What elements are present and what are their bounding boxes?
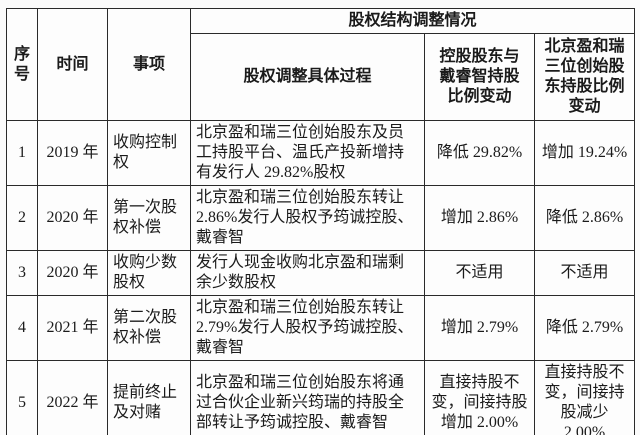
cell-process: 北京盈和瑞三位创始股东将通过合伙企业新兴筠瑞的持股全部转让予筠诚控股、戴睿智: [190, 360, 425, 435]
cell-founders-change: 降低 2.86%: [534, 185, 635, 251]
header-process: 股权调整具体过程: [190, 33, 425, 121]
table-row: 3 2020 年 收购少数股权 发行人现金收购北京盈和瑞剩余少数股权 不适用 不…: [6, 250, 635, 296]
cell-process: 北京盈和瑞三位创始股东转让 2.79%发行人股权予筠诚控股、戴睿智: [190, 295, 425, 361]
cell-time: 2020 年: [37, 185, 108, 251]
header-seq: 序号: [6, 8, 38, 121]
cell-no: 2: [6, 185, 38, 251]
header-row-sub: 股权调整具体过程 控股股东与戴睿智持股比例变动 北京盈和瑞三位创始股东持股比例变…: [7, 33, 635, 121]
cell-item: 收购少数股权: [107, 250, 191, 296]
header-item: 事项: [107, 8, 191, 121]
equity-adjustment-table: 序号 时间 事项 股权结构调整情况 股权调整具体过程 控股股东与戴睿智持股比例变…: [6, 8, 635, 435]
cell-process: 发行人现金收购北京盈和瑞剩余少数股权: [190, 250, 425, 296]
header-group-title: 股权结构调整情况: [190, 8, 635, 34]
header-controller-change: 控股股东与戴睿智持股比例变动: [424, 33, 535, 121]
cell-no: 3: [6, 250, 38, 296]
cell-founders-change: 降低 2.79%: [534, 295, 635, 361]
header-row-top: 序号 时间 事项 股权结构调整情况: [6, 8, 635, 121]
cell-time: 2019 年: [37, 120, 108, 186]
cell-founders-change: 不适用: [534, 250, 635, 296]
header-time: 时间: [37, 8, 108, 121]
cell-no: 1: [6, 120, 38, 186]
cell-controller-change: 不适用: [424, 250, 535, 296]
cell-no: 4: [6, 295, 38, 361]
cell-controller-change: 降低 29.82%: [424, 120, 535, 186]
cell-founders-change: 直接持股不变，间接持股减少 2.00%: [534, 360, 635, 435]
cell-process: 北京盈和瑞三位创始股东及员工持股平台、温氏产投新增持有发行人 29.82%股权: [190, 120, 425, 186]
cell-item: 第二次股权补偿: [107, 295, 191, 361]
table-row: 1 2019 年 收购控制权 北京盈和瑞三位创始股东及员工持股平台、温氏产投新增…: [6, 120, 635, 186]
cell-founders-change: 增加 19.24%: [534, 120, 635, 186]
cell-controller-change: 增加 2.86%: [424, 185, 535, 251]
cell-item: 第一次股权补偿: [107, 185, 191, 251]
table-row: 5 2022 年 提前终止及对赌 北京盈和瑞三位创始股东将通过合伙企业新兴筠瑞的…: [6, 360, 635, 435]
table-row: 2 2020 年 第一次股权补偿 北京盈和瑞三位创始股东转让 2.86%发行人股…: [6, 185, 635, 251]
cell-time: 2020 年: [37, 250, 108, 296]
cell-controller-change: 增加 2.79%: [424, 295, 535, 361]
cell-time: 2022 年: [37, 360, 108, 435]
cell-no: 5: [6, 360, 38, 435]
cell-controller-change: 直接持股不变，间接持股增加 2.00%: [424, 360, 535, 435]
cell-item: 提前终止及对赌: [107, 360, 191, 435]
cell-process: 北京盈和瑞三位创始股东转让 2.86%发行人股权予筠诚控股、戴睿智: [190, 185, 425, 251]
header-founders-change: 北京盈和瑞三位创始股东持股比例变动: [534, 33, 635, 121]
cell-time: 2021 年: [37, 295, 108, 361]
table-row: 4 2021 年 第二次股权补偿 北京盈和瑞三位创始股东转让 2.79%发行人股…: [6, 295, 635, 361]
cell-item: 收购控制权: [107, 120, 191, 186]
